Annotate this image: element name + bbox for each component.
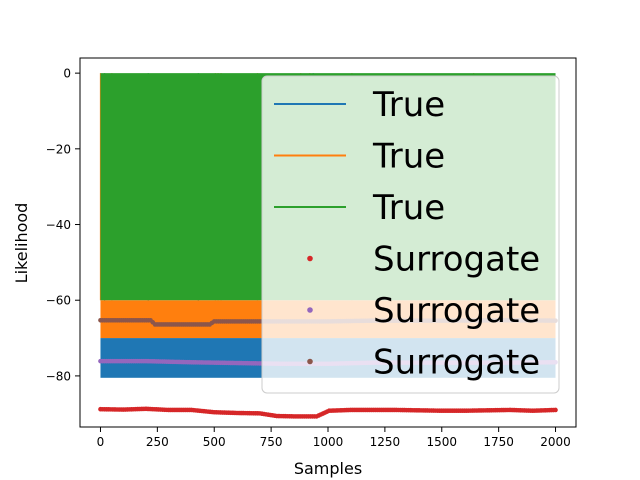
x-tick-label-7: 1750 xyxy=(483,435,514,449)
legend-label-6: Surrogate xyxy=(373,343,540,383)
legend-label-4: Surrogate xyxy=(373,240,540,280)
legend-handle-marker-5 xyxy=(307,307,313,313)
legend-item-3: True xyxy=(274,188,445,228)
legend-label-2: True xyxy=(372,137,445,177)
x-tick-label-5: 1250 xyxy=(370,435,401,449)
x-axis-label: Samples xyxy=(294,459,362,478)
x-tick-label-8: 2000 xyxy=(540,435,571,449)
y-tick-label-3: −60 xyxy=(46,294,71,308)
legend-item-4: Surrogate xyxy=(307,240,540,280)
legend-handle-marker-4 xyxy=(307,255,313,262)
x-tick-label-3: 750 xyxy=(260,435,283,449)
x-tick-label-0: 0 xyxy=(97,435,105,449)
y-axis-label: Likelihood xyxy=(12,203,31,284)
y-tick-label-0: 0 xyxy=(63,67,71,81)
legend: True True True Surrogate Surrogate Surrogate xyxy=(261,75,560,394)
surrogate-point-4-220 xyxy=(553,407,558,413)
legend-label-3: True xyxy=(372,188,445,228)
y-tick-label-4: −80 xyxy=(46,369,71,383)
legend-label-1: True xyxy=(372,85,445,125)
x-axis: 0 250 500 750 1000 1250 1500 1750 2000 xyxy=(97,427,571,449)
y-tick-label-2: −40 xyxy=(46,218,71,232)
x-tick-label-2: 500 xyxy=(203,435,226,449)
legend-item-5: Surrogate xyxy=(307,291,540,331)
legend-item-6: Surrogate xyxy=(307,343,540,383)
y-axis: 0 −20 −40 −60 −80 xyxy=(46,67,80,383)
x-tick-label-4: 1000 xyxy=(313,435,344,449)
y-tick-label-1: −20 xyxy=(46,142,71,156)
legend-item-1: True xyxy=(274,85,445,125)
x-tick-label-6: 1500 xyxy=(426,435,457,449)
legend-item-2: True xyxy=(274,137,445,177)
x-tick-label-1: 250 xyxy=(146,435,169,449)
series-surrogate-4 xyxy=(98,406,558,419)
legend-label-5: Surrogate xyxy=(373,291,540,331)
legend-handle-marker-6 xyxy=(307,358,313,365)
